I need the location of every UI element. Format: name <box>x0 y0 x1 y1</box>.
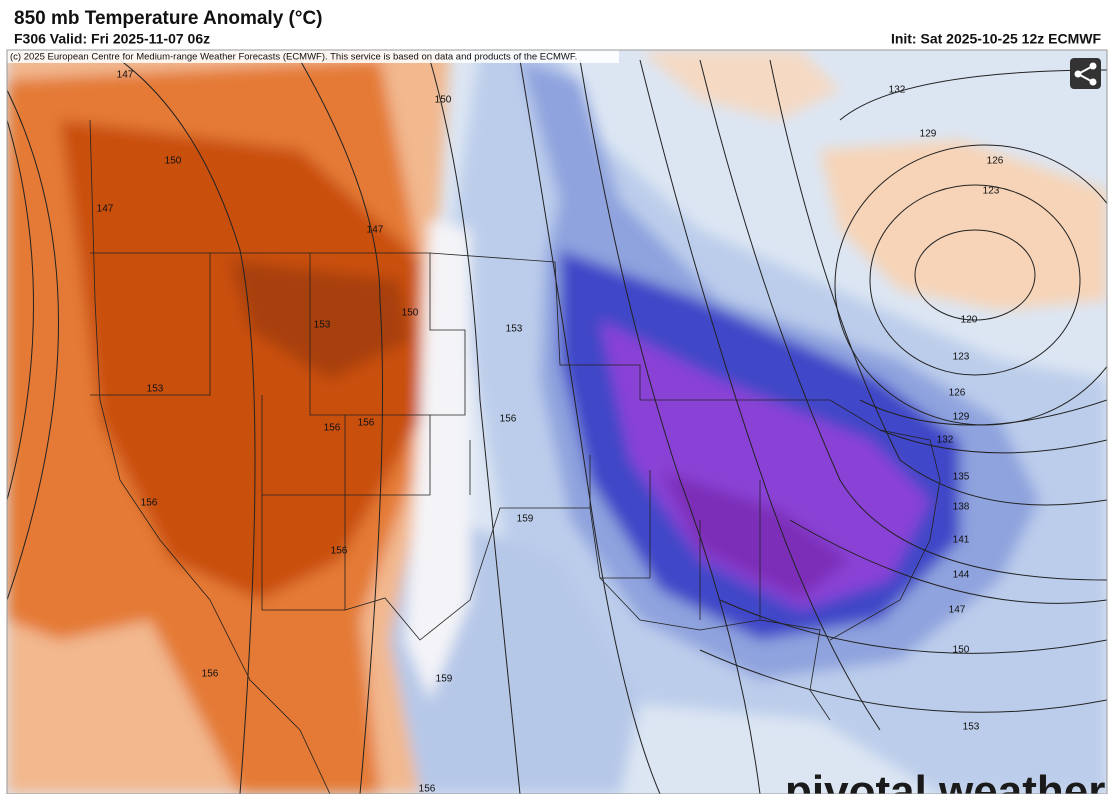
contour-label: 159 <box>517 514 534 525</box>
contour-label: 147 <box>949 605 966 616</box>
contour-label: 150 <box>402 308 419 319</box>
contour-label: 147 <box>367 225 384 236</box>
contour-label: 153 <box>963 722 980 733</box>
contour-labels: 147 150 147 147 150 150 153 153 153 156 … <box>97 70 1004 794</box>
share-icon <box>1075 65 1094 83</box>
init-time: Init: Sat 2025-10-25 12z ECMWF <box>891 31 1102 47</box>
contour-label: 144 <box>953 570 970 581</box>
contour-label: 153 <box>147 384 164 395</box>
contour-label: 147 <box>97 204 114 215</box>
contour-label: 147 <box>117 70 134 81</box>
title: 850 mb Temperature Anomaly (°C) <box>14 8 323 29</box>
contour-label: 156 <box>500 414 517 425</box>
contour-label: 150 <box>953 645 970 656</box>
contour-label: 141 <box>953 535 970 546</box>
contour-label: 132 <box>937 435 954 446</box>
contour-label: 135 <box>953 472 970 483</box>
contour-label: 159 <box>436 674 453 685</box>
contour-label: 153 <box>506 324 523 335</box>
map-frame <box>6 49 1108 794</box>
contours <box>7 59 1107 794</box>
credit: (c) 2025 European Centre for Medium-rang… <box>10 52 577 63</box>
contour-label: 129 <box>953 412 970 423</box>
contour-label: 126 <box>949 388 966 399</box>
contour-label: 156 <box>141 498 158 509</box>
contour-label: 153 <box>314 320 331 331</box>
map: 147 150 147 147 150 150 153 153 153 156 … <box>7 50 1107 794</box>
watermark: pivotal weather <box>785 767 1105 794</box>
contour-label: 156 <box>358 418 375 429</box>
anomaly-field <box>7 50 1107 794</box>
contour-label: 138 <box>953 502 970 513</box>
valid-time: F306 Valid: Fri 2025-11-07 06z <box>14 31 210 47</box>
contour-label: 129 <box>920 129 937 140</box>
contour-label: 123 <box>953 352 970 363</box>
contour-label: 123 <box>983 186 1000 197</box>
contour-label: 150 <box>165 156 182 167</box>
contour-label: 120 <box>961 315 978 326</box>
contour-label: 150 <box>435 95 452 106</box>
contour-label: 126 <box>987 156 1004 167</box>
contour-label: 156 <box>202 669 219 680</box>
contour-label: 156 <box>331 546 348 557</box>
contour-label: 156 <box>324 423 341 434</box>
credit-bg <box>7 50 619 63</box>
contour-label: 156 <box>419 784 436 794</box>
header-bg <box>0 0 1119 50</box>
contour-label: 132 <box>889 85 906 96</box>
share-button[interactable] <box>1070 58 1101 89</box>
